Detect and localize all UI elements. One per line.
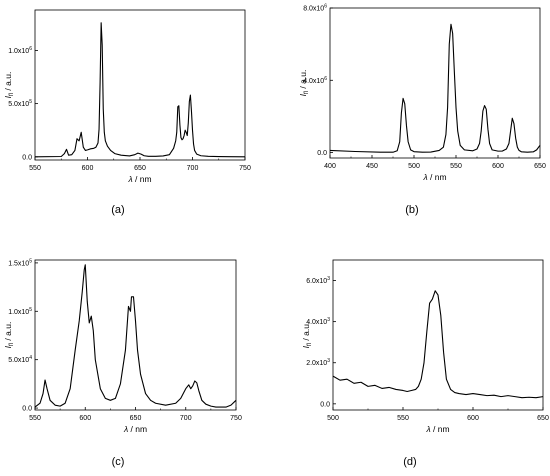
x-tick-label: 700 [180,415,192,422]
y-tick-label: 2.0x103 [306,358,330,367]
x-tick-label: 600 [79,415,91,422]
x-axis-label: λ / nm [127,174,151,184]
chart-panel-4: 500 550 600 650 0.0 2.0x103 4.0x103 6.0x103 λ / … [301,259,549,468]
y-axis-label: Ifl / a.u. [301,322,313,349]
y-tick-exponent: 4 [29,355,32,361]
x-axis-unit: / nm [428,172,447,182]
plot-frame [329,7,541,159]
y-tick-label: 1.5x105 [8,258,32,267]
y-tick-exponent: 6 [324,4,327,10]
y-axis-label: Ifl / a.u. [298,70,310,97]
x-tick-label: 550 [450,163,462,170]
x-axis-symbol: λ [127,174,132,184]
y-tick-exponent: 5 [29,99,32,105]
x-tick-label: 500 [408,163,420,170]
y-axis-symbol: I [301,345,311,348]
x-tick-label: 750 [239,165,251,172]
y-tick-exponent: 3 [327,276,330,282]
y-axis-subscript: fl [9,93,15,96]
x-tick-label: 450 [366,163,378,170]
series-line-1 [332,290,544,399]
y-tick-label: 5.0x104 [8,355,32,364]
chart-panel-3: 550 600 650 700 750 0.0 5.0x104 1.0x105 1.5x105 λ… [3,258,242,468]
x-axis-symbol: λ [425,424,430,434]
x-tick-label: 750 [230,415,242,422]
panel-label: (c) [112,456,125,468]
panel-label: (a) [111,204,124,216]
y-axis-symbol: I [3,345,13,348]
y-tick-exponent: 6 [29,46,32,52]
x-axis-unit: / nm [431,424,450,434]
y-tick-label: 8.0x106 [303,4,327,13]
chart-panel-2: 400 450 500 550 600 650 0.0 4.0x106 8.0x106 λ / n… [298,4,546,217]
plot-frame [34,259,237,411]
series-line-1 [329,23,541,153]
x-axis-unit: / nm [133,174,152,184]
x-tick-label: 700 [187,165,199,172]
plot-frame [34,9,246,161]
x-tick-label: 550 [29,415,41,422]
y-tick-exponent: 5 [29,258,32,264]
x-tick-label: 600 [82,165,94,172]
y-axis-symbol: I [3,95,13,98]
y-tick-exponent: 5 [29,307,32,313]
x-tick-label: 550 [29,165,41,172]
y-tick-label: 1.0x105 [8,307,32,316]
y-tick-exponent: 3 [327,358,330,364]
y-axis-subscript: fl [304,91,310,94]
panel-label: (b) [405,204,418,216]
series-line-1 [34,264,237,408]
y-tick-label: 0.0 [22,154,32,161]
x-axis-label: λ / nm [425,424,449,434]
y-tick-exponent: 6 [324,76,327,82]
y-axis-unit: / a.u. [298,70,308,91]
y-tick-exponent: 3 [327,317,330,323]
y-axis-unit: / a.u. [3,72,13,93]
y-axis-subscript: fl [9,343,15,346]
x-axis-label: λ / nm [422,172,446,182]
x-axis-unit: / nm [128,424,147,434]
y-axis-symbol: I [298,93,308,96]
x-tick-label: 650 [130,415,142,422]
y-tick-label: 1.0x106 [8,46,32,55]
y-axis-subscript: fl [307,343,313,346]
y-axis-unit: / a.u. [301,322,311,343]
y-tick-label: 4.0x103 [306,317,330,326]
x-tick-label: 650 [537,415,549,422]
x-tick-label: 600 [467,415,479,422]
chart-panel-1: 550 600 650 700 750 0.0 5.0x105 1.0x106 λ / nm If… [3,9,251,216]
x-tick-label: 550 [397,415,409,422]
x-tick-label: 600 [492,163,504,170]
y-tick-label: 0.0 [22,406,32,413]
series-line-1 [34,22,246,158]
x-axis-symbol: λ [123,424,128,434]
panel-label: (d) [403,456,416,468]
x-tick-label: 500 [327,415,339,422]
y-tick-label: 4.0x106 [303,76,327,85]
y-tick-label: 0.0 [317,150,327,157]
x-tick-label: 400 [324,163,336,170]
plot-frame [332,259,544,411]
x-tick-label: 650 [534,163,546,170]
y-tick-label: 5.0x105 [8,99,32,108]
y-axis-unit: / a.u. [3,322,13,343]
y-tick-label: 0.0 [320,401,330,408]
x-axis-symbol: λ [422,172,427,182]
y-tick-label: 6.0x103 [306,276,330,285]
y-axis-label: Ifl / a.u. [3,72,15,99]
y-axis-label: Ifl / a.u. [3,322,15,349]
x-tick-label: 650 [134,165,146,172]
x-axis-label: λ / nm [123,424,147,434]
